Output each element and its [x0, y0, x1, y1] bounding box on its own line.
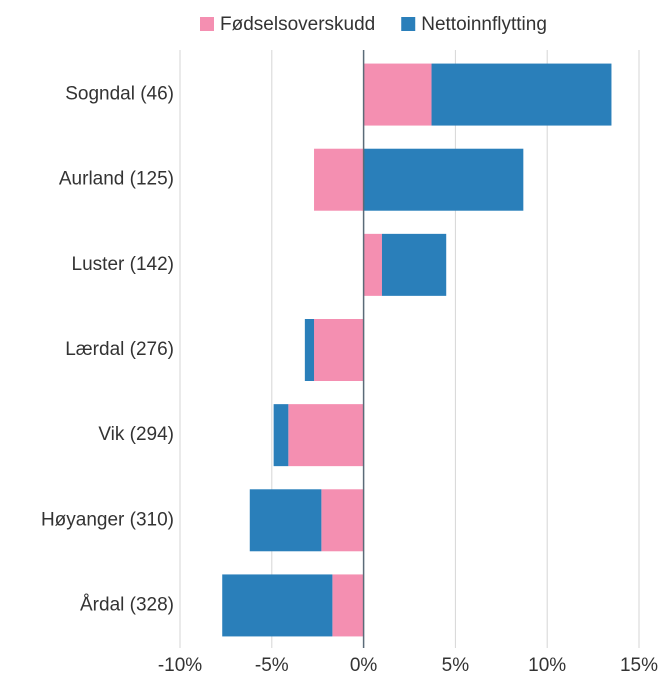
- bar: [363, 233, 382, 296]
- y-tick-label: Årdal (328): [80, 594, 174, 615]
- bar: [288, 404, 364, 467]
- bar: [222, 574, 333, 637]
- bar: [314, 148, 364, 211]
- x-tick-label: 15%: [620, 655, 658, 676]
- bar: [304, 319, 315, 381]
- y-tick-label: Luster (142): [72, 254, 174, 275]
- bar: [381, 233, 447, 296]
- y-tick-label: Sogndal (46): [65, 84, 174, 105]
- bar: [431, 63, 612, 126]
- bar: [332, 574, 364, 637]
- bar: [249, 489, 322, 552]
- y-tick-label: Vik (294): [98, 424, 174, 445]
- y-tick-label: Aurland (125): [59, 169, 174, 190]
- x-tick-label: -10%: [158, 655, 202, 676]
- legend-swatch: [200, 17, 214, 31]
- bar: [363, 148, 524, 211]
- bar: [273, 404, 289, 467]
- x-tick-label: 10%: [528, 655, 566, 676]
- x-tick-label: 0%: [350, 655, 378, 676]
- bar: [314, 319, 364, 381]
- y-tick-label: Lærdal (276): [65, 339, 174, 360]
- legend-label: Nettoinnflytting: [421, 14, 547, 35]
- y-tick-label: Høyanger (310): [41, 509, 174, 530]
- x-tick-label: 5%: [442, 655, 470, 676]
- legend-swatch: [401, 17, 416, 31]
- x-tick-label: -5%: [255, 655, 289, 676]
- legend-label: Fødselsoverskudd: [220, 14, 375, 35]
- bar: [321, 489, 364, 552]
- bar: [363, 63, 432, 126]
